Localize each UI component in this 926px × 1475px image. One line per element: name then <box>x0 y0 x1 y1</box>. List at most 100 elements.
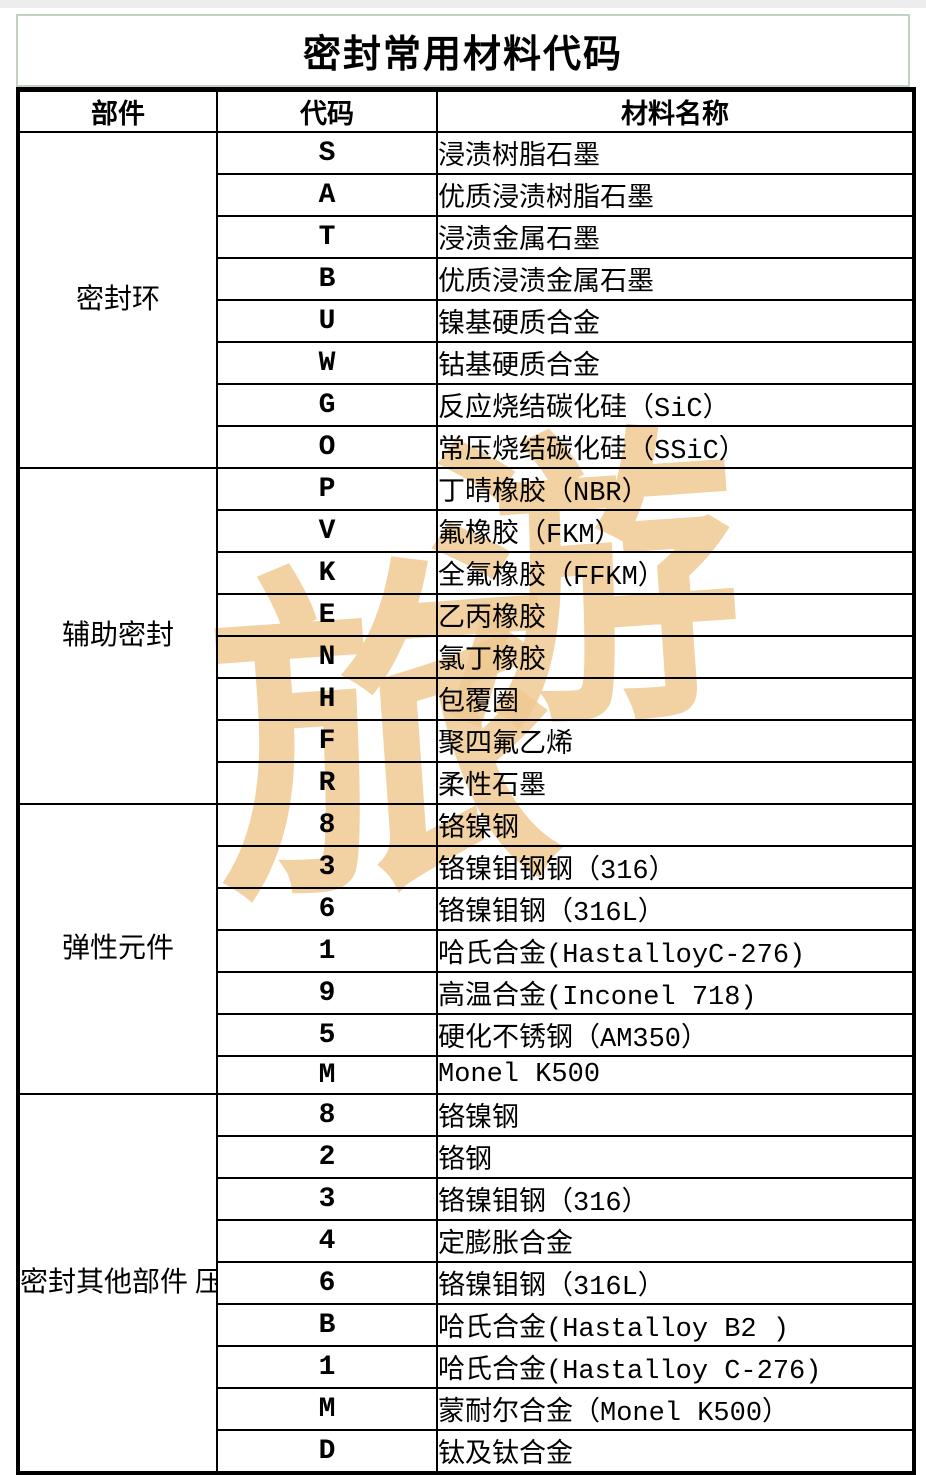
code-cell: 3 <box>216 845 438 889</box>
material-cell: 定膨胀合金 <box>436 1219 915 1263</box>
code-cell: T <box>216 215 438 259</box>
table-row: E 乙丙橡胶 <box>18 593 915 637</box>
material-cell: 反应烧结碳化硅（SiC） <box>436 383 915 427</box>
part-cell-1: 辅助密封 <box>17 467 218 805</box>
code-cell: 8 <box>216 1093 438 1137</box>
material-cell: 包覆圈 <box>436 677 915 721</box>
code-cell: G <box>216 383 438 427</box>
material-cell: 哈氏合金(Hastalloy B2 ) <box>436 1303 915 1347</box>
code-cell: V <box>216 509 438 553</box>
code-cell: 5 <box>216 1013 438 1057</box>
table-row: 3 铬镍钼钢（316） <box>18 1177 915 1221</box>
code-cell: O <box>216 425 438 469</box>
table-row: O 常压烧结碳化硅（SSiC） <box>18 425 915 469</box>
table-row: 9 高温合金(Inconel 718) <box>18 971 915 1015</box>
table-row: 1 哈氏合金(HastalloyC-276) <box>18 929 915 973</box>
material-cell: 浸渍树脂石墨 <box>436 131 915 175</box>
material-cell: 哈氏合金(HastalloyC-276) <box>436 929 915 973</box>
col-header-material: 材料名称 <box>436 88 915 133</box>
page-title: 密封常用材料代码 <box>302 34 623 76</box>
title-box: 密封常用材料代码 <box>16 14 910 87</box>
code-cell: W <box>216 341 438 385</box>
table-row: H 包覆圈 <box>18 677 915 721</box>
material-cell: 优质浸渍金属石墨 <box>436 257 915 301</box>
code-cell: D <box>216 1429 438 1474</box>
material-cell: 氯丁橡胶 <box>436 635 915 679</box>
table-row: W 钴基硬质合金 <box>18 341 915 385</box>
code-cell: 1 <box>216 929 438 973</box>
material-cell: 钴基硬质合金 <box>436 341 915 385</box>
code-cell: P <box>216 467 438 511</box>
material-cell: 浸渍金属石墨 <box>436 215 915 259</box>
table-row: F 聚四氟乙烯 <box>18 719 915 763</box>
header-row: 部件 代码 材料名称 <box>17 88 915 133</box>
material-cell: 铬镍钼钢（316L） <box>436 1261 915 1305</box>
table-row: G 反应烧结碳化硅（SiC） <box>18 383 915 427</box>
material-cell: 铬镍钼钢钢（316） <box>436 845 915 889</box>
material-cell: 镍基硬质合金 <box>436 299 915 343</box>
window-top-strip <box>0 0 926 8</box>
material-cell: 丁晴橡胶（NBR） <box>436 467 915 511</box>
material-cell: 铬钢 <box>436 1135 915 1179</box>
table-row: 弹性元件 8 铬镍钢 <box>17 803 915 1095</box>
material-cell: 常压烧结碳化硅（SSiC） <box>436 425 915 469</box>
part-cell-0: 密封环 <box>17 131 218 469</box>
code-cell: S <box>216 131 438 175</box>
code-cell: 6 <box>216 887 438 931</box>
code-cell: A <box>216 173 438 217</box>
code-cell: H <box>216 677 438 721</box>
table-row: 6 铬镍钼钢（316L） <box>18 887 915 931</box>
material-cell: 全氟橡胶（FFKM） <box>436 551 915 595</box>
material-cell: 优质浸渍树脂石墨 <box>436 173 915 217</box>
table-row: B 优质浸渍金属石墨 <box>18 257 915 301</box>
table-row: R 柔性石墨 <box>18 761 915 805</box>
table-row: 2 铬钢 <box>18 1135 915 1179</box>
code-cell: B <box>216 1303 438 1347</box>
table-row: U 镍基硬质合金 <box>18 299 915 343</box>
table-row: V 氟橡胶（FKM） <box>18 509 915 553</box>
table-row: 4 定膨胀合金 <box>18 1219 915 1263</box>
code-cell: 9 <box>216 971 438 1015</box>
code-cell: B <box>216 257 438 301</box>
material-cell: 氟橡胶（FKM） <box>436 509 915 553</box>
code-cell: E <box>216 593 438 637</box>
material-cell: 聚四氟乙烯 <box>436 719 915 763</box>
code-cell: M <box>216 1387 438 1431</box>
code-cell: 2 <box>216 1135 438 1179</box>
table-row: 5 硬化不锈钢（AM350） <box>18 1013 915 1057</box>
code-cell: 4 <box>216 1219 438 1263</box>
table-row: K 全氟橡胶（FFKM） <box>18 551 915 595</box>
material-cell: 铬镍钢 <box>436 803 915 847</box>
material-cell: 乙丙橡胶 <box>436 593 915 637</box>
materials-table: 部件 代码 材料名称 密封环 S 浸渍树脂石墨 A 优质浸渍树脂石墨 T 浸渍金属石墨 B 优质… <box>16 87 916 1475</box>
code-cell: 3 <box>216 1177 438 1221</box>
code-cell: U <box>216 299 438 343</box>
table-row: 密封环 S 浸渍树脂石墨 <box>17 131 915 469</box>
table-row: M Monel K500 <box>18 1055 915 1095</box>
code-cell: 8 <box>216 803 438 847</box>
material-cell: 蒙耐尔合金（Monel K500） <box>436 1387 915 1431</box>
table-row: N 氯丁橡胶 <box>18 635 915 679</box>
table-row: 3 铬镍钼钢钢（316） <box>18 845 915 889</box>
table-row: T 浸渍金属石墨 <box>18 215 915 259</box>
material-cell: 钛及钛合金 <box>436 1429 915 1474</box>
code-cell: F <box>216 719 438 763</box>
material-cell: 铬镍钼钢（316L） <box>436 887 915 931</box>
material-cell: 柔性石墨 <box>436 761 915 805</box>
table-row: 辅助密封 P 丁晴橡胶（NBR） <box>17 467 915 805</box>
material-cell: Monel K500 <box>436 1055 915 1095</box>
table-row: 密封其他部件 压盖和轴套8铬镍钢 <box>17 1093 915 1474</box>
code-cell: R <box>216 761 438 805</box>
code-cell: K <box>216 551 438 595</box>
part-cell-3: 密封其他部件 压盖和轴套 <box>17 1093 218 1474</box>
table-row: A 优质浸渍树脂石墨 <box>18 173 915 217</box>
code-cell: N <box>216 635 438 679</box>
material-cell: 高温合金(Inconel 718) <box>436 971 915 1015</box>
col-header-code: 代码 <box>216 88 438 133</box>
material-cell: 哈氏合金(Hastalloy C-276) <box>436 1345 915 1389</box>
material-cell: 铬镍钼钢（316） <box>436 1177 915 1221</box>
col-header-part: 部件 <box>17 88 218 133</box>
code-cell: 6 <box>216 1261 438 1305</box>
material-cell: 铬镍钢 <box>436 1093 915 1137</box>
code-cell: M <box>216 1055 438 1095</box>
